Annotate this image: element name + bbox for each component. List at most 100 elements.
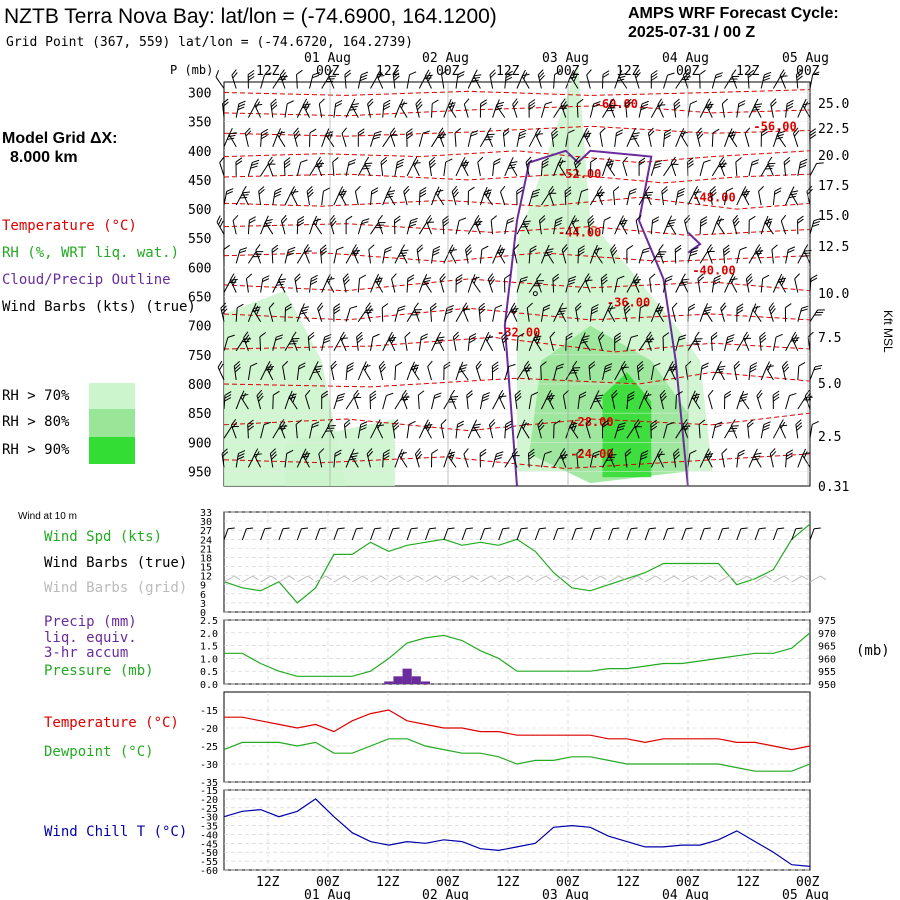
- pressure-tick-label: 850: [188, 407, 211, 422]
- wind-barb-feather: [785, 455, 793, 460]
- wind-barb: [253, 448, 262, 468]
- wind-barb: [687, 191, 702, 206]
- wind-barb-feather: [469, 333, 477, 338]
- wind-barb-feather: [447, 401, 456, 403]
- pressure-tick-label: 350: [188, 116, 211, 131]
- wind-barb-shaft: [760, 366, 768, 381]
- wind-barb-shaft: [626, 426, 636, 439]
- wind-barb-feather: [703, 159, 711, 163]
- wind-barb: [492, 451, 504, 468]
- wind-barb: [471, 274, 481, 293]
- wind-barb: [594, 244, 603, 264]
- wind-barb-feather: [706, 244, 712, 251]
- wind-barb-shaft: [498, 575, 510, 583]
- wind-barb-grid: [809, 575, 827, 583]
- wind-barb-feather: [447, 99, 452, 107]
- legend-rh: RH (%, WRT liq. wat.): [2, 245, 179, 261]
- wind-barb-feather: [608, 107, 616, 109]
- wind-barb-shaft: [296, 251, 305, 264]
- wind-barb-feather: [433, 245, 441, 250]
- wind-barb-feather: [452, 331, 459, 338]
- wind-barb-feather: [666, 421, 675, 426]
- wind-barb-feather: [537, 69, 544, 76]
- wind-barb-shaft: [247, 105, 256, 118]
- wind-barb-feather: [245, 337, 251, 344]
- wind-barb-feather: [707, 101, 712, 108]
- wind-barb-shaft: [791, 528, 797, 541]
- wind-barb-feather: [655, 575, 662, 581]
- wind-barb: [705, 98, 713, 118]
- wind-barb-feather: [648, 127, 654, 134]
- wind-panel-tick-label: 9: [200, 581, 206, 592]
- wind-barb: [290, 186, 298, 206]
- wind-barb-true: [772, 527, 785, 541]
- wind-barb-feather: [283, 157, 291, 163]
- wind-barb-shaft: [512, 104, 518, 118]
- wind-barb-feather: [365, 302, 371, 309]
- wind-barb: [256, 389, 264, 410]
- wind-barb: [600, 273, 608, 293]
- wind-barb-feather: [640, 456, 648, 460]
- wind-barb: [577, 391, 587, 410]
- wind-barb-shaft: [455, 366, 461, 381]
- legend-wind-barbs: Wind Barbs (kts) (true): [2, 299, 196, 315]
- bottom-time-tick-label: 00Z: [676, 875, 700, 890]
- wind-barb: [333, 337, 348, 352]
- wind-barb: [245, 273, 253, 293]
- wind-barb: [526, 302, 533, 322]
- wind-barb: [681, 273, 689, 293]
- wind-barb-shaft: [472, 425, 481, 439]
- wind-barb-feather: [332, 157, 339, 163]
- wind-legend-barbs-true: Wind Barbs (true): [44, 555, 187, 571]
- wind-barb-feather: [733, 360, 740, 367]
- wind-barb-feather: [812, 223, 820, 227]
- wind-barb-shaft: [602, 366, 606, 381]
- wind-barb-feather: [673, 451, 680, 457]
- wind-barb-shaft: [516, 425, 523, 439]
- wind-barb-feather: [403, 395, 409, 402]
- wind-barb-shaft: [260, 220, 267, 235]
- wind-barb-feather: [681, 78, 690, 80]
- wind-barb-shaft: [657, 104, 664, 118]
- bottom-time-tick-label: 00Z: [796, 875, 820, 890]
- wind-barb-shaft: [351, 575, 363, 583]
- wind-barb-feather: [387, 186, 392, 194]
- wind-barb: [511, 448, 518, 468]
- wind-barb-feather: [519, 129, 527, 134]
- wind-barb-feather: [252, 575, 259, 581]
- wind-barb-feather: [657, 98, 663, 106]
- wind-barb-feather: [482, 395, 490, 399]
- wind-barb-shaft: [699, 575, 711, 583]
- wind-barb-feather: [346, 365, 354, 370]
- wind-barb-feather: [768, 302, 774, 309]
- wind-barb-shaft: [711, 132, 714, 147]
- wind-barb-shaft: [663, 575, 675, 583]
- wind-barb: [504, 70, 513, 89]
- wind-barb-feather: [654, 162, 662, 166]
- wind-barb-shaft: [599, 132, 603, 147]
- wind-barb-shaft: [638, 249, 644, 264]
- wind-barb-feather: [637, 575, 644, 581]
- wind-barb-shaft: [438, 133, 445, 147]
- wind-barb-feather: [522, 215, 528, 222]
- wind-barb-shaft: [370, 425, 378, 439]
- wind-barb: [765, 361, 774, 381]
- wind-barb-feather: [570, 69, 575, 77]
- wind-barb: [790, 186, 799, 206]
- wind-barb-feather: [218, 363, 224, 371]
- wind-barb-feather: [546, 248, 554, 251]
- wind-barb: [235, 247, 248, 264]
- wind-barb: [634, 69, 641, 89]
- wind-barb: [748, 362, 758, 381]
- wind-barb-shaft: [634, 74, 640, 89]
- wind-barb-feather: [523, 220, 531, 223]
- wind-barb-shaft: [388, 528, 394, 541]
- wind-barb-feather: [696, 127, 702, 134]
- wind-barb-feather: [474, 215, 480, 222]
- wind-barb-feather: [310, 274, 318, 280]
- pressure-axis-unit: P (mb): [170, 63, 213, 77]
- wind-barb: [797, 305, 809, 322]
- wind-barb-feather: [761, 131, 768, 137]
- wind-barb-feather: [228, 127, 233, 135]
- wind-barb-feather: [510, 302, 516, 310]
